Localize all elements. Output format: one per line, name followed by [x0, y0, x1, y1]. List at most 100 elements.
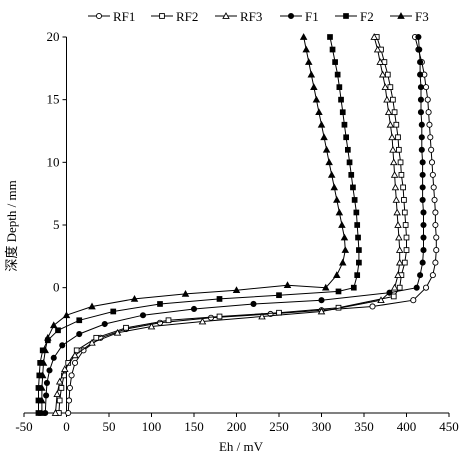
data-point	[378, 70, 387, 78]
data-point	[339, 109, 346, 116]
series-line	[67, 36, 437, 414]
series-line	[38, 36, 360, 413]
data-point	[351, 197, 358, 203]
data-point	[350, 184, 356, 191]
data-point	[299, 33, 308, 40]
data-point	[304, 58, 313, 65]
x-tick-label: 100	[142, 419, 162, 434]
data-point	[417, 96, 425, 103]
series-line	[55, 36, 401, 414]
data-point	[402, 222, 409, 228]
data-point	[394, 221, 402, 228]
data-point	[417, 109, 425, 116]
legend-label: RF3	[240, 9, 262, 24]
data-point	[38, 371, 47, 379]
data-point	[391, 109, 398, 116]
data-point	[190, 305, 198, 313]
data-point	[419, 171, 426, 178]
data-point	[392, 196, 401, 203]
data-point	[315, 108, 323, 116]
data-point	[428, 146, 435, 153]
data-point	[433, 247, 440, 254]
data-point	[58, 385, 65, 391]
series-line	[41, 36, 346, 413]
data-point	[384, 71, 391, 78]
data-point	[39, 358, 48, 366]
data-point	[50, 354, 57, 361]
data-point	[433, 234, 440, 241]
data-point	[369, 303, 376, 310]
data-point	[432, 259, 439, 266]
data-point	[333, 271, 341, 278]
data-point	[395, 258, 404, 266]
data-point	[395, 134, 401, 141]
data-point	[338, 258, 347, 266]
data-point	[93, 334, 100, 341]
data-point	[73, 347, 80, 354]
data-point	[403, 234, 410, 241]
data-point	[327, 34, 333, 40]
legend-item-rf2: RF2	[151, 9, 198, 24]
data-point	[71, 351, 79, 359]
data-point	[147, 322, 156, 330]
data-point	[59, 342, 66, 349]
data-point	[43, 379, 51, 386]
legend-marker	[159, 13, 165, 19]
data-point	[398, 172, 405, 178]
legend-marker	[397, 12, 405, 19]
series-layer	[35, 33, 440, 417]
legend-item-f3: F3	[390, 9, 429, 24]
data-point	[113, 328, 122, 336]
data-point	[302, 45, 310, 53]
data-point	[123, 324, 129, 331]
legend-item-f2: F2	[335, 9, 374, 24]
data-point	[65, 409, 72, 417]
data-point	[338, 221, 346, 228]
data-point	[420, 221, 427, 229]
data-point	[343, 134, 350, 141]
data-point	[425, 109, 432, 116]
data-point	[157, 301, 163, 307]
data-point	[390, 170, 399, 178]
data-point	[395, 233, 403, 241]
x-tick-label: 450	[439, 419, 459, 434]
data-point	[386, 120, 395, 128]
data-point	[341, 121, 348, 128]
data-point	[431, 196, 438, 203]
data-point	[341, 246, 350, 253]
data-point	[417, 59, 424, 66]
legend-item-rf3: RF3	[215, 9, 262, 24]
data-point	[332, 59, 338, 65]
legend-item-rf1: RF1	[88, 9, 135, 24]
legend-label: F2	[360, 9, 374, 24]
data-point	[419, 159, 426, 166]
data-point	[336, 84, 343, 90]
data-point	[401, 197, 407, 203]
y-axis-label: 深度 Depth / mm	[4, 180, 19, 271]
data-point	[391, 183, 400, 191]
data-point	[427, 134, 434, 141]
x-axis-label: Eh / mV	[219, 439, 264, 454]
data-point	[51, 409, 60, 416]
data-point	[76, 330, 83, 338]
data-point	[156, 319, 164, 326]
data-point	[355, 234, 361, 241]
data-point	[317, 307, 326, 315]
data-point	[424, 96, 431, 103]
data-point	[101, 320, 108, 328]
series-f2	[35, 34, 362, 416]
data-point	[335, 288, 342, 295]
data-point	[417, 272, 424, 279]
data-point	[401, 209, 408, 216]
data-point	[393, 121, 400, 128]
data-point	[62, 311, 71, 319]
data-point	[71, 359, 79, 366]
data-point	[420, 247, 427, 254]
data-point	[276, 309, 282, 316]
series-rf1	[65, 33, 440, 417]
data-point	[345, 146, 351, 153]
data-point	[388, 133, 396, 141]
data-point	[38, 396, 46, 404]
data-point	[377, 296, 385, 304]
